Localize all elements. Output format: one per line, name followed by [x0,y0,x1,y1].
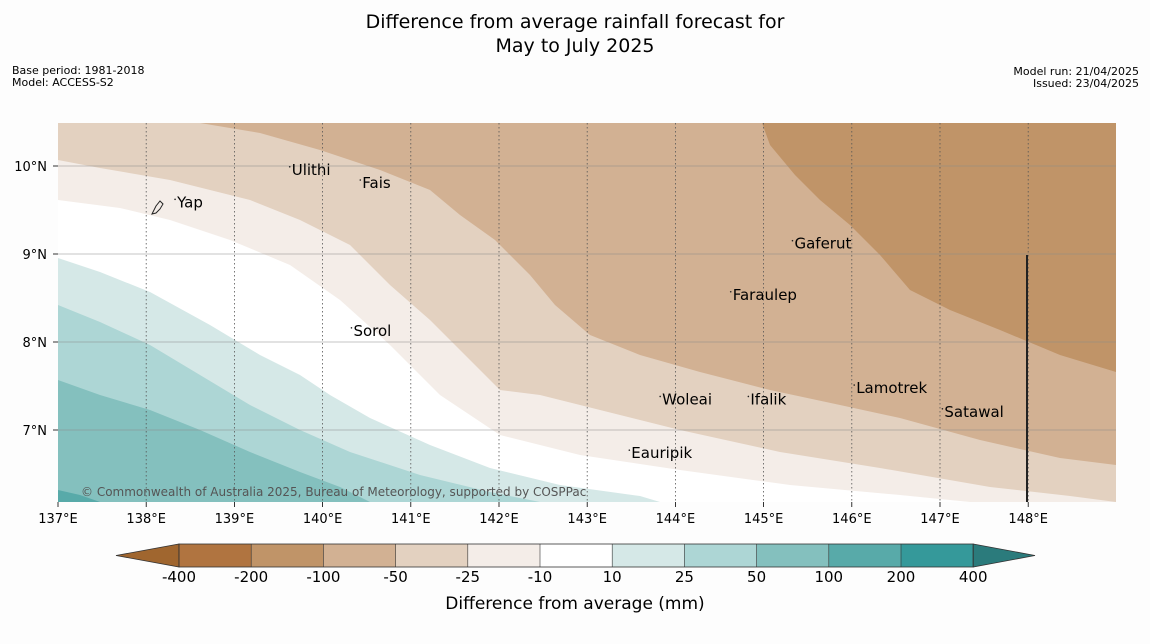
gridlines [58,123,1116,502]
colorbar-tick-label: -200 [234,568,268,586]
contour-plus-50 [58,380,370,502]
place-marker [359,179,362,181]
colorbar-swatch [467,544,541,567]
colorbar-extend-low [115,543,180,568]
colorbar-extend-high [972,543,1036,568]
colorbar-tick-label: 100 [814,568,843,586]
place-marker [659,395,661,398]
x-tick-label: 146°E [832,512,872,527]
colorbar-tick-label: -10 [528,568,553,586]
place-marker [853,384,856,386]
place-label: Yap [176,193,203,211]
y-tick-label: 9°N [23,248,48,263]
place-label: Eauripik [631,444,692,462]
place-label: Lamotrek [856,379,927,397]
base-period: Base period: 1981-2018 [12,64,145,77]
y-tick-label: 8°N [23,336,48,351]
place-labels: Yap Ulithi Fais Gaferut Faraulep Sorol Lamotre… [174,161,1004,462]
x-tick-label: 143°E [567,512,607,527]
place-marker [747,395,750,398]
colorbar-swatch [540,544,613,567]
place-label: Fais [362,174,391,192]
x-tick-label: 141°E [391,512,431,527]
colorbar-tick-label: 10 [603,568,622,586]
issued-date: Issued: 23/04/2025 [1032,77,1139,90]
model-name: Model: ACCESS-S2 [12,76,114,89]
colorbar-tick-label: -100 [306,568,340,586]
meta-left: Base period: 1981-2018 Model: ACCESS-S2 [12,65,144,89]
chart-title-line-2: May to July 2025 [495,35,655,57]
colorbar-swatch [901,544,974,567]
place-marker [791,239,794,242]
y-tick-label: 10°N [14,160,47,175]
x-tick-label: 138°E [126,512,166,527]
colorbar: -400 -200 -100 -50 -25 -10 10 25 50 100 200 400 [115,543,1036,586]
colorbar-tick-label: 200 [887,568,916,586]
place-marker [174,198,176,201]
place-label: Satawal [944,403,1003,421]
place-marker [941,408,944,410]
place-marker [350,327,353,329]
contour-plus-100 [58,490,100,502]
x-tick-label: 144°E [656,512,696,527]
place-label: Sorol [353,322,391,340]
colorbar-swatch [323,544,397,567]
colorbar-tick-label: 25 [675,568,694,586]
colorbar-title: Difference from average (mm) [445,594,705,614]
x-tick-label: 147°E [920,512,960,527]
place-marker [628,449,631,451]
x-tick-label: 148°E [1008,512,1048,527]
x-tick-label: 139°E [215,512,255,527]
colorbar-tick-label: 50 [747,568,766,586]
yap-island-outline [151,200,164,215]
chart-title-line-1: Difference from average rainfall forecas… [365,11,785,33]
place-marker [288,166,291,168]
colorbar-swatch [756,544,830,567]
colorbar-tick-label: -50 [383,568,408,586]
colorbar-tick-label: 400 [959,568,988,586]
place-label: Gaferut [794,235,851,253]
colorbar-tick-label: -25 [456,568,481,586]
colorbar-swatch [179,544,252,567]
model-run: Model run: 21/04/2025 [1013,65,1139,78]
colorbar-swatch [828,544,902,567]
place-label: Woleai [662,390,712,408]
y-tick-label: 7°N [23,424,48,439]
x-tick-label: 142°E [479,512,519,527]
axis-ticks: 137°E 138°E 139°E 140°E 141°E 142°E 143°E 144°E… [14,160,1048,527]
place-label: Ulithi [292,161,331,179]
copyright-notice: © Commonwealth of Australia 2025, Bureau… [81,485,586,499]
x-tick-label: 137°E [38,512,78,527]
place-label: Ifalik [750,390,786,408]
colorbar-swatch [684,544,758,567]
colorbar-tick-label: -400 [162,568,196,586]
x-tick-label: 140°E [303,512,343,527]
colorbar-swatch [612,544,685,567]
colorbar-swatch [395,544,469,567]
place-marker [729,290,732,293]
x-tick-label: 145°E [744,512,784,527]
meta-right: Model run: 21/04/2025 Issued: 23/04/2025 [1013,66,1139,90]
colorbar-swatch [251,544,324,567]
place-label: Faraulep [733,286,797,304]
